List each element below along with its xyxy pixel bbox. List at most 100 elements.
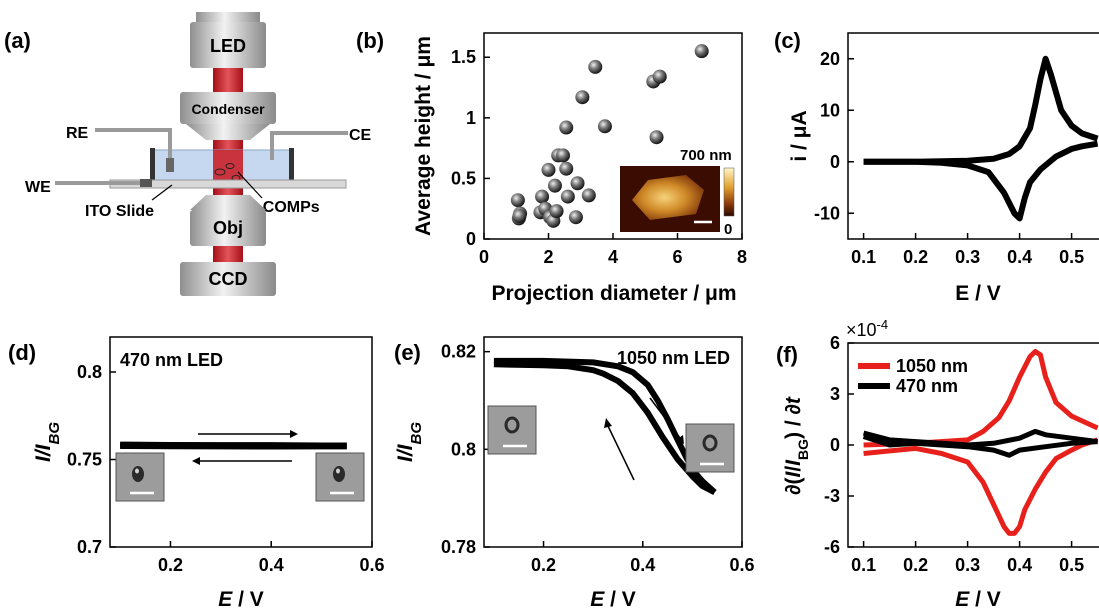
trace-reverse [120, 446, 347, 447]
xtick-label: 0.2 [903, 247, 928, 267]
xtick-label: 0 [479, 247, 489, 267]
ytick-label: 0 [830, 435, 840, 455]
scatter-point [511, 193, 525, 207]
cv-curve-c [864, 59, 1098, 219]
afm-colorbar-max: 700 nm [680, 147, 732, 164]
we-contact [140, 179, 152, 187]
xtick-label: 4 [608, 247, 618, 267]
particle-image-left-d [116, 453, 164, 501]
scatter-point [556, 148, 570, 162]
panel-f: (f) 0.1 0.2 0.3 0.4 0.5 -6 -3 0 3 6 ×10-4 1050 nm… [776, 317, 1099, 611]
panel-label-b: (b) [356, 28, 384, 53]
reverse-arrow-e [608, 426, 634, 480]
ytick-label: 0.75 [67, 450, 102, 470]
exponent-power: -4 [877, 317, 889, 332]
xtick-label: 0.3 [955, 247, 980, 267]
panel-a: (a) LED Condenser RE CE WE [4, 12, 372, 296]
scatter-point [695, 44, 709, 58]
ytick-label: 0.7 [77, 537, 102, 557]
scatter-point [588, 60, 602, 74]
scatter-point [569, 210, 583, 224]
scatter-point [598, 119, 612, 133]
panel-d: (d) 0.2 0.4 0.6 0.7 0.75 0.8 470 nm LED E / V… [8, 337, 385, 611]
scatter-point [548, 179, 562, 193]
we-label: WE [25, 179, 51, 196]
xlabel-b: Projection diameter / μm [491, 282, 736, 305]
xlabel-e-unit: / V [604, 588, 636, 611]
ylabel-d: I/IBG [32, 422, 63, 462]
annotation-e: 1050 nm LED [617, 348, 730, 368]
ytick-label: -3 [824, 486, 840, 506]
panel-label-c: (c) [774, 28, 801, 53]
ylabel-f: ∂(I/IBG) / ∂t [782, 396, 811, 495]
ylabel-e-sub: BG [408, 422, 425, 445]
scatter-point [559, 121, 573, 135]
xtick-label: 0.6 [729, 555, 754, 575]
led-cap [196, 12, 260, 22]
led-label: LED [210, 36, 246, 56]
scatter-point [535, 190, 549, 204]
ylabel-f-sub: BG [795, 439, 811, 460]
scatter-point [653, 70, 667, 84]
afm-colorbar [724, 168, 734, 216]
axes-frame-c [848, 33, 1099, 239]
xtick-label: 0.3 [955, 555, 980, 575]
reverse-arrowhead-d [192, 457, 200, 465]
obj-label: Obj [213, 218, 243, 238]
ytick-label: 6 [830, 333, 840, 353]
xtick-label: 8 [737, 247, 747, 267]
ylabel-d-sub: BG [46, 422, 63, 445]
ylabel-b: Average height / μm [412, 36, 435, 236]
cell-wall-right [289, 148, 294, 182]
legend-label-470: 470 nm [896, 376, 958, 396]
scatter-point [582, 188, 596, 202]
forward-arrowhead-d [290, 430, 298, 438]
panel-b: (b) 0 2 4 6 800.511.5 Projection diameter / … [356, 28, 747, 305]
xtick-label: 0.2 [158, 555, 183, 575]
ytick-label: 0.8 [77, 362, 102, 382]
panel-e: (e) 0.2 0.4 0.6 0.78 0.8 0.82 1050 nm LED E /… [394, 337, 755, 611]
xtick-label: 6 [672, 247, 682, 267]
xtick-label: 0.6 [359, 555, 384, 575]
afm-colorbar-min: 0 [724, 221, 732, 238]
condenser-tip [186, 124, 270, 140]
scatter-point [542, 163, 556, 177]
ticks-c: 0.1 0.2 0.3 0.4 0.5-1001020 [814, 49, 1084, 267]
xlabel-c: E / V [955, 282, 1001, 305]
series-reverse [864, 440, 1098, 534]
ylabel-e: I/IBG [394, 422, 425, 462]
xtick-label: 0.4 [259, 555, 284, 575]
xtick-label: 0.1 [851, 247, 876, 267]
xlabel-d-unit: / V [232, 588, 264, 611]
xlabel-d: E / V [218, 588, 264, 611]
ytick-label: 0.82 [441, 342, 476, 362]
ytick-label: 20 [820, 49, 840, 69]
xlabel-f: E / V [955, 588, 1001, 611]
ytick-label: 3 [830, 384, 840, 404]
panel-label-d: (d) [8, 340, 36, 365]
afm-inset: 700 nm 0 [620, 147, 734, 238]
panel-c: (c) 0.1 0.2 0.3 0.4 0.5-1001020 E / V i / μA [774, 28, 1099, 305]
ito-label: ITO Slide [85, 203, 154, 220]
xtick-label: 0.2 [531, 555, 556, 575]
ytick-label: 0.8 [451, 439, 476, 459]
ytick-label: 10 [820, 100, 840, 120]
panel-label-e: (e) [394, 340, 421, 365]
xtick-label: 0.1 [851, 555, 876, 575]
ce-label: CE [349, 127, 372, 144]
xtick-label: 0.4 [630, 555, 655, 575]
condenser-label: Condenser [191, 101, 265, 117]
ylabel-f-t: t [782, 396, 805, 404]
xtick-label: 0.5 [1059, 247, 1084, 267]
re-label: RE [66, 125, 89, 142]
legend-f: 1050 nm 470 nm [858, 356, 968, 396]
xlabel-e-e: E [590, 588, 605, 611]
forward-arrow-e [650, 398, 680, 438]
xtick-label: 0.5 [1059, 555, 1084, 575]
xtick-label: 0.4 [1007, 247, 1032, 267]
objective-tip [190, 195, 266, 210]
scatter-point [575, 90, 589, 104]
scatter-point [512, 209, 526, 223]
xlabel-e: E / V [590, 588, 636, 611]
